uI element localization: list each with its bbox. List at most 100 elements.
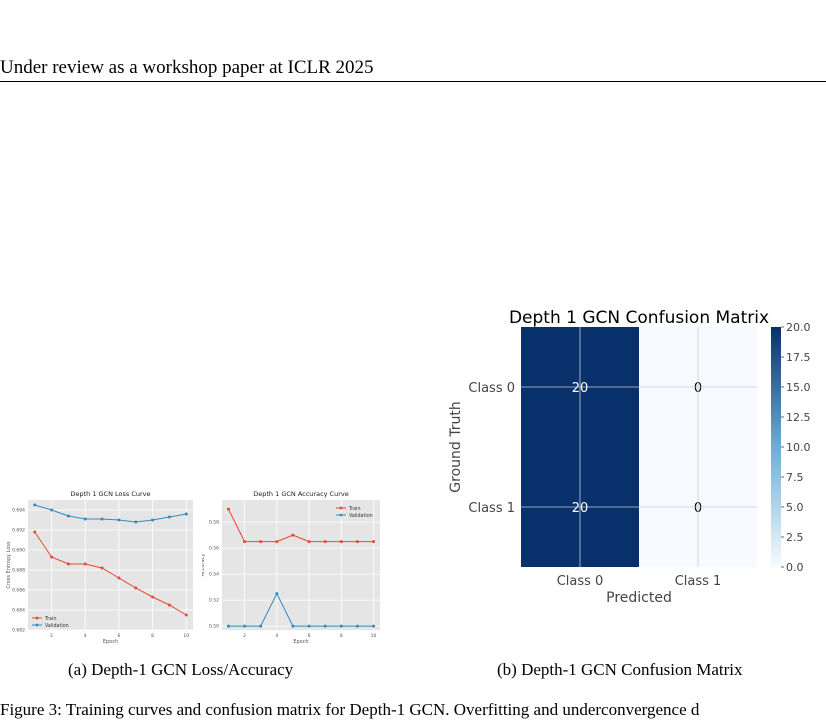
- y-tick-label: 0.58: [209, 520, 219, 526]
- data-point-validation: [226, 624, 230, 628]
- data-point-train: [291, 533, 295, 537]
- data-point-train: [134, 586, 138, 590]
- data-point-train: [66, 562, 70, 566]
- legend-label: Validation: [45, 623, 69, 629]
- x-tick-label: 6: [308, 633, 311, 639]
- data-point-validation: [66, 514, 70, 518]
- series-line-validation: [228, 592, 374, 627]
- x-tick-label: 6: [117, 633, 120, 639]
- x-tick-label: 10: [183, 633, 189, 639]
- colorbar: [771, 327, 781, 567]
- data-point-validation: [83, 517, 87, 521]
- y-axis-label: Cross Entropy Loss: [6, 541, 12, 589]
- data-point-validation: [259, 624, 263, 628]
- y-tick-label: 0.688: [12, 568, 25, 574]
- running-header: Under review as a workshop paper at ICLR…: [0, 57, 374, 78]
- y-tick-label: 0.682: [12, 628, 25, 634]
- y-axis-label: Ground Truth: [448, 401, 464, 492]
- data-point-train: [243, 540, 247, 544]
- y-tick-label: Class 0: [468, 381, 515, 396]
- data-point-validation: [151, 518, 155, 522]
- caption-a: (a) Depth-1 GCN Loss/Accuracy: [68, 660, 294, 679]
- data-point-train: [226, 507, 230, 511]
- legend-label: Validation: [349, 513, 373, 519]
- data-point-train: [307, 540, 311, 544]
- y-tick-label: 0.56: [209, 546, 219, 552]
- x-axis-label: Predicted: [606, 590, 672, 606]
- data-point-validation: [372, 624, 376, 628]
- data-point-train: [372, 540, 376, 544]
- y-tick-label: 0.54: [209, 572, 219, 578]
- data-point-train: [83, 562, 87, 566]
- y-tick-label: 0.50: [209, 624, 219, 630]
- data-point-validation: [275, 592, 279, 596]
- legend-label: Train: [348, 506, 361, 512]
- data-point-validation: [291, 624, 295, 628]
- x-tick-label: Class 0: [557, 574, 604, 589]
- data-point-train: [323, 540, 327, 544]
- y-tick-label: 0.694: [12, 508, 25, 514]
- x-tick-label: Class 1: [675, 574, 722, 589]
- data-point-train: [339, 540, 343, 544]
- x-axis-label: Epoch: [293, 639, 308, 645]
- y-axis-label: Accuracy: [202, 554, 206, 577]
- x-tick-label: 2: [243, 633, 246, 639]
- x-tick-label: 8: [340, 633, 343, 639]
- data-point-validation: [117, 518, 121, 522]
- legend-marker: [339, 513, 343, 517]
- colorbar-tick-label: 2.5: [786, 531, 804, 544]
- chart-title: Depth 1 GCN Loss Curve: [70, 490, 150, 498]
- data-point-validation: [184, 512, 188, 516]
- x-axis-label: Epoch: [103, 639, 118, 645]
- colorbar-tick-label: 7.5: [786, 471, 804, 484]
- legend-marker: [35, 623, 39, 627]
- colorbar-tick-label: 0.0: [786, 561, 804, 574]
- x-tick-label: 4: [84, 633, 87, 639]
- data-point-train: [167, 603, 171, 607]
- legend-marker: [35, 616, 39, 620]
- colorbar-tick-label: 20.0: [786, 321, 811, 334]
- x-tick-label: 4: [275, 633, 278, 639]
- data-point-validation: [323, 624, 327, 628]
- data-point-train: [275, 540, 279, 544]
- data-point-validation: [33, 503, 37, 507]
- chart-title: Depth 1 GCN Accuracy Curve: [253, 490, 349, 498]
- data-point-train: [33, 530, 37, 534]
- x-tick-label: 10: [371, 633, 377, 639]
- data-point-validation: [100, 517, 104, 521]
- data-point-validation: [355, 624, 359, 628]
- plot-area: [28, 500, 193, 630]
- header-rule: [0, 81, 826, 82]
- data-point-validation: [339, 624, 343, 628]
- colorbar-tick-label: 10.0: [786, 441, 811, 454]
- data-point-train: [151, 595, 155, 599]
- colorbar-tick-label: 17.5: [786, 351, 811, 364]
- colorbar-tick-label: 12.5: [786, 411, 811, 424]
- series-line-validation: [34, 504, 187, 523]
- data-point-train: [50, 555, 54, 559]
- plot-area: [222, 500, 380, 630]
- data-point-train: [100, 566, 104, 570]
- data-point-validation: [134, 520, 138, 524]
- loss-curve-chart: 2 4 6 8 10 0.682 0.684 0.686 0.688 0.690 0.692 0.69…: [6, 490, 193, 645]
- y-tick-label: 0.684: [12, 608, 25, 614]
- data-point-train: [117, 576, 121, 580]
- accuracy-curve-chart: 2 4 6 8 10 0.50 0.52 0.54 0.56 0.58 Depth 1 GCN Ac…: [202, 490, 380, 645]
- series-line-train: [228, 508, 374, 543]
- caption-b: (b) Depth-1 GCN Confusion Matrix: [497, 660, 743, 679]
- y-tick-label: Class 1: [468, 501, 515, 516]
- y-tick-label: 0.686: [12, 588, 25, 594]
- data-point-validation: [307, 624, 311, 628]
- colorbar-tick-label: 5.0: [786, 501, 804, 514]
- legend-label: Train: [44, 616, 57, 622]
- x-tick-label: 8: [151, 633, 154, 639]
- data-point-validation: [50, 508, 54, 512]
- x-tick-label: 2: [50, 633, 53, 639]
- y-tick-label: 0.690: [12, 548, 25, 554]
- data-point-validation: [243, 624, 247, 628]
- colorbar-tick-label: 15.0: [786, 381, 811, 394]
- figure-caption: Figure 3: Training curves and confusion …: [0, 700, 700, 719]
- y-tick-label: 0.52: [209, 598, 219, 604]
- data-point-train: [259, 540, 263, 544]
